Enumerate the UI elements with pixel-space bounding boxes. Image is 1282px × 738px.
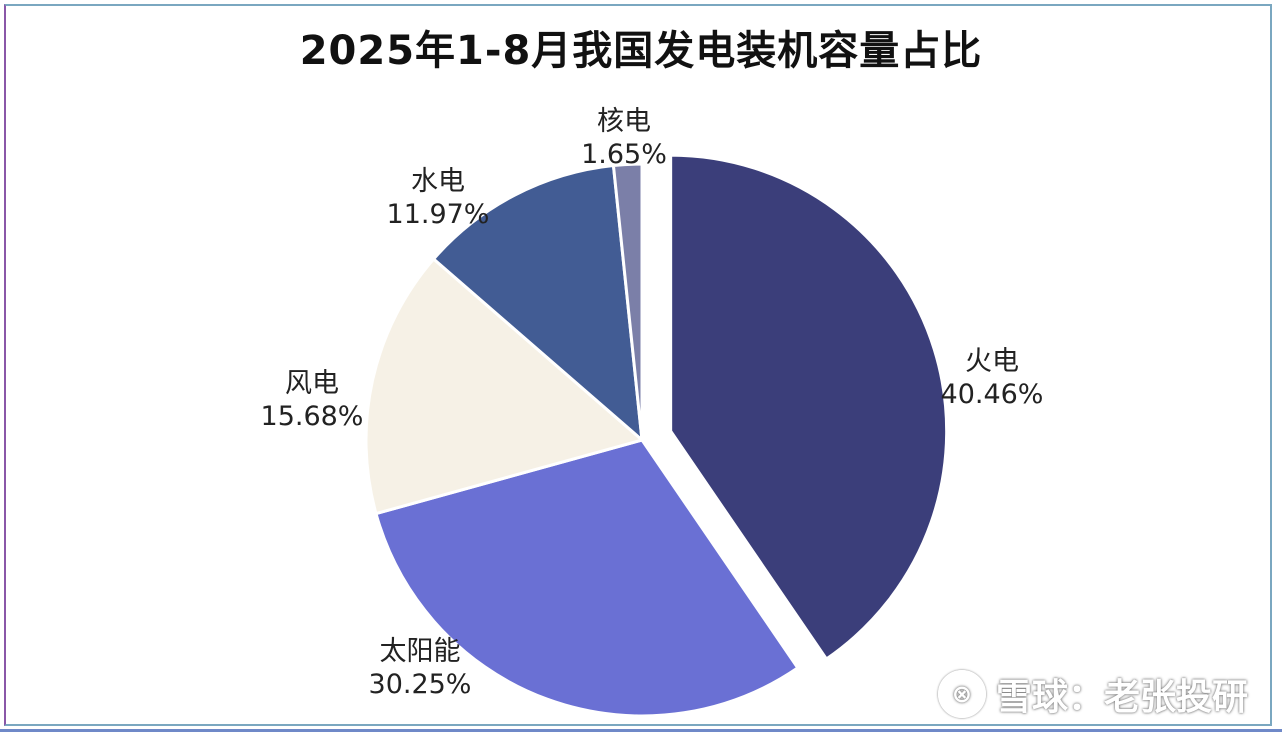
slice-name-label: 风电 — [285, 368, 339, 399]
xueqiu-logo-icon: ⊗ — [937, 670, 986, 718]
slice-name-label: 火电 — [965, 346, 1019, 377]
chart-title: 2025年1-8月我国发电装机容量占比 — [299, 28, 983, 74]
slice-value-label: 11.97% — [387, 199, 490, 230]
watermark-text: 雪球：老张投研 — [995, 677, 1248, 718]
watermark: ⊗ 雪球：老张投研 — [937, 668, 1248, 720]
bottom-divider — [0, 729, 1282, 732]
slice-value-label: 30.25% — [369, 669, 472, 700]
pie-slice-太阳能 — [374, 438, 800, 718]
slice-value-label: 15.68% — [261, 401, 364, 432]
pie-slice-水电 — [431, 163, 644, 444]
slice-name-label: 核电 — [597, 106, 651, 137]
pie-slice-风电 — [364, 256, 646, 516]
pie-slice-核电 — [611, 162, 644, 441]
slice-name-label: 太阳能 — [380, 636, 461, 667]
slice-value-label: 40.46% — [941, 379, 1044, 410]
slice-name-label: 水电 — [411, 166, 465, 197]
slice-value-label: 1.65% — [581, 139, 667, 170]
pie-slice-火电 — [669, 153, 949, 662]
